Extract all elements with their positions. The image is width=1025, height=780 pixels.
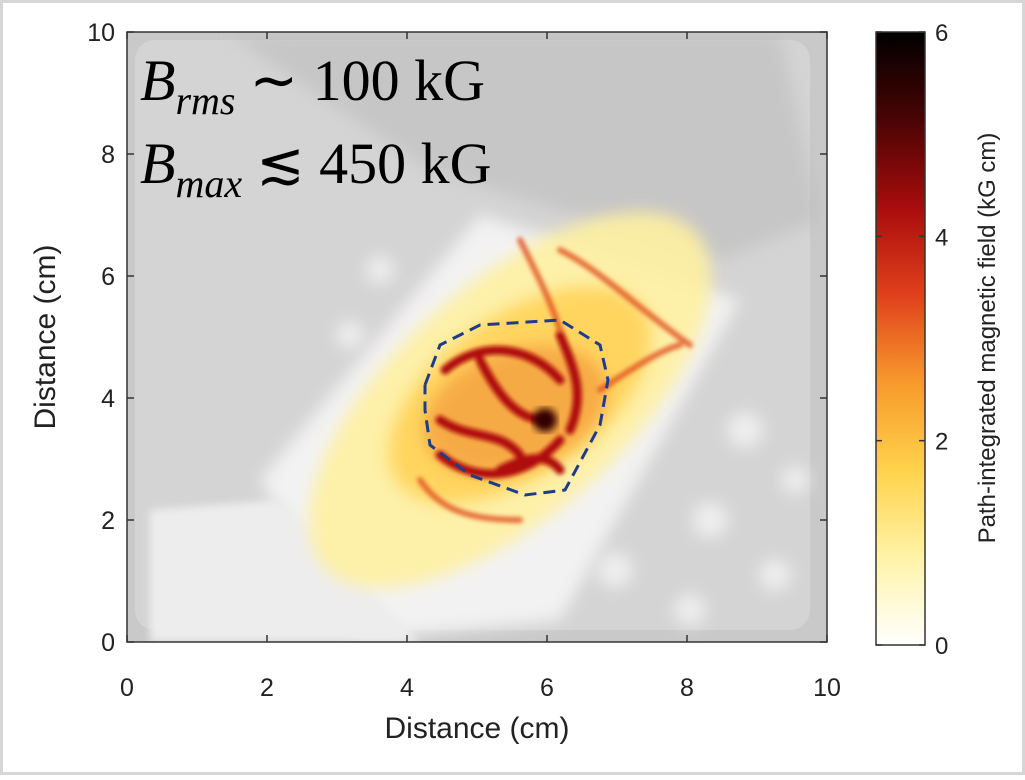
y-tick-label: 8 [101,141,115,169]
plot-frame [126,31,828,643]
heatmap-image [127,32,827,642]
x-tick-label: 2 [260,674,274,702]
colorbar-tick-label: 2 [935,429,948,456]
colorbar-tick-label: 6 [935,20,948,47]
y-tick-label: 10 [87,19,115,47]
annotation-symbol: B [140,131,175,196]
colorbar-tick-label: 4 [935,224,948,251]
annotation: Brms ∼ 100 kG [140,48,485,123]
x-tick-label: 4 [400,674,414,702]
annotation: Bmax ≲ 450 kG [140,131,492,206]
annotation-text: ≲ 450 kG [256,131,491,196]
annotation-subscript: rms [175,78,235,123]
x-tick-label: 8 [680,674,694,702]
colorbar [875,31,926,646]
colorbar-label: Path-integrated magnetic field (kG cm) [974,133,1001,544]
x-tick-label: 10 [813,674,841,702]
colorbar-tick-label: 0 [935,633,948,660]
y-axis-label: Distance (cm) [29,244,62,429]
annotation-subscript: max [175,161,242,206]
y-tick-label: 4 [101,385,115,413]
x-tick-label: 0 [120,674,134,702]
y-tick-label: 2 [101,507,115,535]
x-axis-label: Distance (cm) [384,712,569,745]
annotation-text: ∼ 100 kG [249,48,484,113]
y-tick-label: 0 [101,629,115,657]
x-tick-label: 6 [540,674,554,702]
y-tick-label: 6 [101,263,115,291]
annotation-symbol: B [140,48,175,113]
